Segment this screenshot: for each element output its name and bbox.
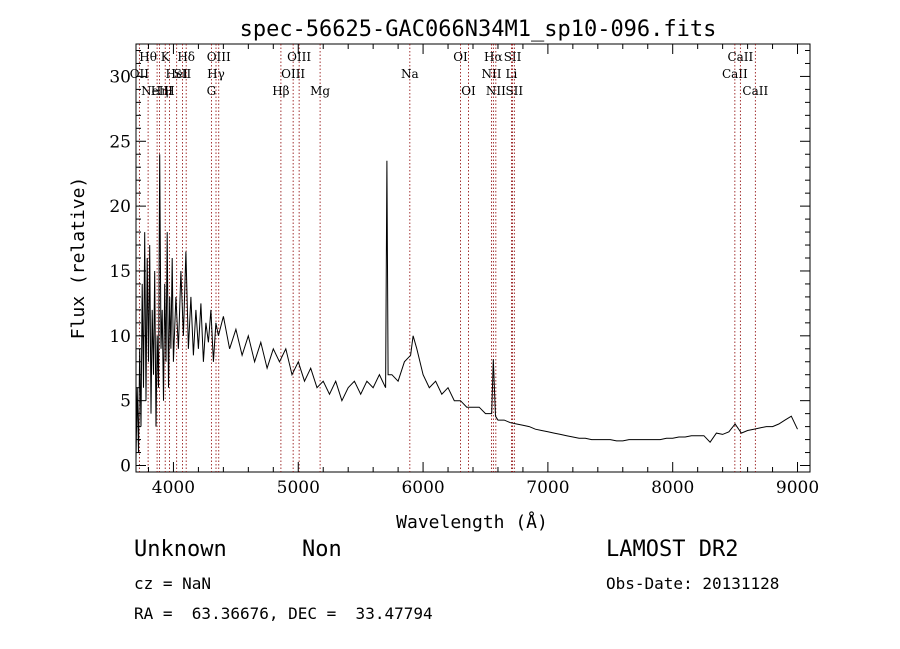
line-marker-label: OIII [281,67,305,81]
coordinates-label: RA = 63.36676, DEC = 33.47794 [134,604,433,623]
y-tick-label: 0 [120,457,131,477]
spectrum-layer [135,154,798,460]
line-marker-label: SII [504,50,522,64]
line-marker-label: Hα [484,50,503,64]
line-marker-label: OI [461,84,476,98]
line-marker-label: NII [486,84,506,98]
y-tick-label: 10 [109,327,131,347]
x-tick-label: 8000 [651,478,694,498]
line-marker-label: Hγ [207,67,225,81]
x-tick-label: 4000 [152,478,195,498]
line-marker-label: Hδ [177,50,195,64]
y-tick-label: 15 [109,262,131,282]
obs-date-label: Obs-Date: 20131128 [606,574,780,593]
x-tick-label: 5000 [277,478,320,498]
redshift-label: cz = NaN [134,574,212,593]
y-tick-label: 5 [120,392,131,412]
x-axis-label: Wavelength (Å) [396,511,548,533]
x-tick-label: 9000 [776,478,819,498]
y-tick-label: 20 [109,197,131,217]
line-marker-label: OII [130,67,150,81]
survey-label: LAMOST DR2 [606,537,739,562]
y-axis: 0 5 10 15 20 25 30 [109,49,810,477]
line-marker-label: Li [506,67,518,81]
line-marker-label: SII [174,67,192,81]
line-marker-label: H [164,84,174,98]
line-marker-label: Hβ [272,84,289,98]
plot-frame [135,43,811,473]
classification-label: Unknown [134,537,227,562]
line-marker-label: Hη [151,84,169,98]
spectrum-line [135,154,798,460]
x-tick-label: 7000 [526,478,569,498]
chart-title: spec-56625-GAC066N34M1_sp10-096.fits [240,17,717,42]
line-marker-label: OIII [207,50,231,64]
line-marker-label: Mg [310,84,330,98]
y-axis-label: Flux (relative) [68,177,89,340]
line-marker-label: K [161,50,171,64]
line-marker-label: CaII [742,84,768,98]
x-tick-label: 6000 [401,478,444,498]
x-axis: 4000 5000 6000 7000 8000 9000 [147,44,819,498]
line-marker-label: HeI [166,67,189,81]
line-marker-label: CaII [722,67,748,81]
y-tick-label: 30 [109,67,131,87]
line-marker-label: OIII [287,50,311,64]
line-markers-layer: HθOIINeIIIHηKHHeISIIHδGHγOIIIHβOIIIOIIIM… [130,44,768,472]
line-marker-label: NII [481,67,501,81]
line-marker-label: G [207,84,217,98]
line-marker-label: Na [401,67,419,81]
subclass-label: Non [302,537,342,562]
line-marker-label: OI [453,50,468,64]
line-marker-label: Hθ [139,50,157,64]
line-marker-label: SII [505,84,523,98]
y-tick-label: 25 [109,132,131,152]
line-marker-label: CaII [727,50,753,64]
